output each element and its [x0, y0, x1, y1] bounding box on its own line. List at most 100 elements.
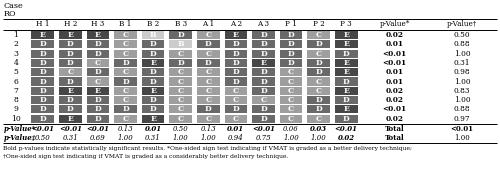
Bar: [197, 105, 220, 113]
Bar: [197, 68, 220, 76]
Text: D: D: [343, 50, 349, 58]
Text: 0.02: 0.02: [338, 134, 355, 142]
Text: D: D: [122, 59, 129, 67]
Bar: [170, 87, 192, 95]
Text: E: E: [150, 115, 156, 123]
Bar: [114, 50, 137, 58]
Text: A 3: A 3: [258, 20, 270, 28]
Bar: [32, 105, 54, 113]
Text: D: D: [343, 96, 349, 104]
Text: C: C: [122, 50, 128, 58]
Text: D: D: [40, 68, 46, 76]
Bar: [142, 96, 165, 104]
Bar: [252, 77, 275, 86]
Bar: [142, 68, 165, 76]
Text: C: C: [205, 87, 212, 95]
Text: D: D: [260, 77, 267, 85]
Bar: [252, 50, 275, 58]
Text: 1.00: 1.00: [118, 134, 134, 142]
Text: P 1: P 1: [285, 20, 297, 28]
Text: <0.01: <0.01: [382, 59, 406, 67]
Bar: [32, 96, 54, 104]
Text: A 1: A 1: [202, 20, 214, 28]
Bar: [335, 77, 357, 86]
Bar: [86, 50, 110, 58]
Bar: [224, 105, 247, 113]
Text: 5: 5: [14, 68, 18, 76]
Text: C: C: [178, 50, 184, 58]
Text: C: C: [288, 77, 294, 85]
Text: 1.00: 1.00: [454, 134, 470, 142]
Text: 0.83: 0.83: [454, 87, 470, 95]
Text: E: E: [260, 59, 266, 67]
Bar: [59, 87, 82, 95]
Text: D: D: [343, 77, 349, 85]
Text: 4: 4: [14, 59, 18, 67]
Bar: [280, 105, 302, 113]
Text: 3: 3: [14, 50, 18, 58]
Text: 8: 8: [14, 96, 18, 104]
Text: D: D: [150, 77, 156, 85]
Text: 0.03: 0.03: [310, 125, 327, 133]
Text: D: D: [40, 77, 46, 85]
Text: D: D: [343, 115, 349, 123]
Text: C: C: [68, 68, 73, 76]
Text: D: D: [316, 68, 322, 76]
Text: <0.01: <0.01: [382, 50, 406, 58]
Bar: [142, 105, 165, 113]
Text: C: C: [122, 68, 128, 76]
Bar: [114, 87, 137, 95]
Text: C: C: [178, 96, 184, 104]
Bar: [142, 115, 165, 123]
Bar: [308, 105, 330, 113]
Text: P 2: P 2: [313, 20, 324, 28]
Bar: [308, 77, 330, 86]
Bar: [308, 96, 330, 104]
Text: 1.00: 1.00: [311, 134, 326, 142]
Text: 0.02: 0.02: [386, 96, 404, 104]
Text: E: E: [95, 87, 101, 95]
Text: <0.01: <0.01: [32, 125, 54, 133]
Text: D: D: [67, 40, 74, 48]
Text: E: E: [40, 31, 46, 39]
Text: D: D: [67, 59, 74, 67]
Bar: [335, 115, 357, 123]
Text: C: C: [122, 96, 128, 104]
Bar: [86, 40, 110, 48]
Text: D: D: [232, 50, 239, 58]
Text: 7: 7: [14, 87, 18, 95]
Bar: [224, 68, 247, 76]
Text: D: D: [150, 40, 156, 48]
Bar: [59, 105, 82, 113]
Bar: [142, 50, 165, 58]
Bar: [280, 59, 302, 67]
Text: 0.88: 0.88: [454, 105, 470, 113]
Bar: [170, 31, 192, 39]
Text: C: C: [178, 105, 184, 113]
Text: D: D: [260, 115, 267, 123]
Bar: [32, 50, 54, 58]
Text: D: D: [40, 87, 46, 95]
Text: C: C: [316, 31, 322, 39]
Bar: [224, 115, 247, 123]
Bar: [59, 115, 82, 123]
Bar: [197, 96, 220, 104]
Bar: [197, 40, 220, 48]
Text: C: C: [178, 68, 184, 76]
Bar: [308, 87, 330, 95]
Text: D: D: [40, 59, 46, 67]
Text: D: D: [150, 68, 156, 76]
Bar: [335, 31, 357, 39]
Text: B 3: B 3: [174, 20, 187, 28]
Text: C: C: [178, 115, 184, 123]
Text: P 3: P 3: [340, 20, 352, 28]
Text: <0.01: <0.01: [252, 125, 275, 133]
Bar: [308, 50, 330, 58]
Text: C: C: [316, 87, 322, 95]
Text: 0.01: 0.01: [386, 77, 404, 85]
Bar: [170, 105, 192, 113]
Bar: [280, 96, 302, 104]
Text: D: D: [260, 50, 267, 58]
Text: 1.00: 1.00: [454, 77, 470, 85]
Bar: [252, 87, 275, 95]
